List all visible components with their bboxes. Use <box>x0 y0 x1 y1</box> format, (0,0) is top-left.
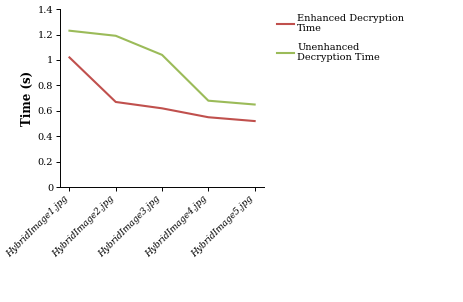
Unenhanced
Decryption Time <box>252 103 257 106</box>
Unenhanced
Decryption Time <box>159 53 165 57</box>
Enhanced Decryption
Time <box>159 107 165 110</box>
Enhanced Decryption
Time <box>67 56 72 59</box>
Enhanced Decryption
Time <box>252 119 257 123</box>
Enhanced Decryption
Time <box>113 100 119 104</box>
Enhanced Decryption
Time <box>206 115 211 119</box>
Unenhanced
Decryption Time <box>113 34 119 37</box>
Unenhanced
Decryption Time <box>67 29 72 33</box>
Line: Enhanced Decryption
Time: Enhanced Decryption Time <box>69 57 255 121</box>
Line: Unenhanced
Decryption Time: Unenhanced Decryption Time <box>69 31 255 104</box>
Legend: Enhanced Decryption
Time, Unenhanced
Decryption Time: Enhanced Decryption Time, Unenhanced Dec… <box>277 14 404 63</box>
Unenhanced
Decryption Time <box>206 99 211 102</box>
Y-axis label: Time (s): Time (s) <box>20 71 33 126</box>
